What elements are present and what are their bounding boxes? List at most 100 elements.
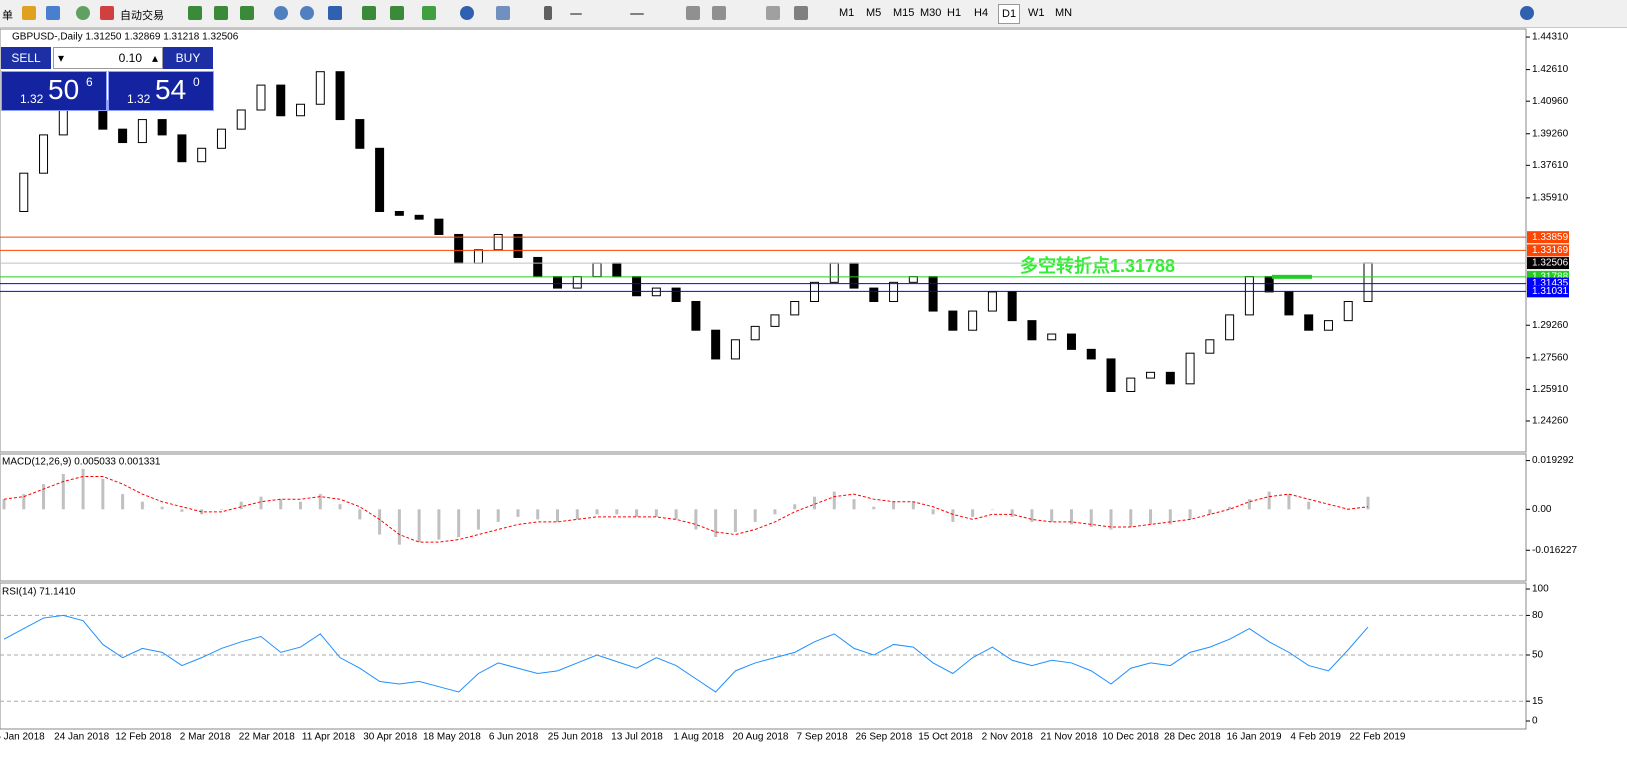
rsi-line — [3, 614, 1369, 693]
macd-bar — [872, 506, 876, 510]
sell-small: 6 — [86, 75, 93, 89]
timeframe[interactable]: M30 — [920, 7, 942, 19]
level-tag — [1527, 257, 1569, 270]
icon[interactable] — [496, 6, 510, 20]
icon[interactable] — [460, 6, 474, 20]
candle — [869, 287, 879, 302]
candle — [513, 233, 523, 258]
candle — [632, 276, 642, 297]
timeframe[interactable]: H4 — [974, 7, 989, 19]
icon[interactable] — [544, 6, 552, 20]
macd-bar — [714, 509, 718, 538]
auto-trade[interactable]: 自动交易 — [120, 10, 164, 22]
macd-bar — [140, 501, 144, 510]
icon[interactable] — [794, 6, 808, 20]
sell-button[interactable]: SELL — [1, 47, 51, 69]
candle — [355, 119, 365, 149]
icon[interactable] — [686, 6, 700, 20]
candle — [612, 262, 622, 278]
icon[interactable] — [422, 6, 436, 20]
macd-bar — [951, 509, 955, 522]
buy-price[interactable]: 1.32 54 0 — [108, 71, 214, 111]
candle — [19, 172, 29, 212]
candle — [1363, 262, 1373, 302]
candle — [1126, 377, 1136, 392]
icon[interactable] — [100, 6, 114, 20]
timeframe[interactable]: H1 — [947, 7, 962, 19]
y-tick-label: 1.25910 — [1532, 384, 1569, 395]
timeframe[interactable]: MN — [1055, 7, 1073, 19]
macd-bar — [832, 491, 836, 510]
icon[interactable] — [328, 6, 342, 20]
symbol-info: GBPUSD-,Daily 1.31250 1.32869 1.31218 1.… — [12, 32, 239, 43]
search-icon[interactable] — [1520, 6, 1534, 20]
candle — [849, 262, 859, 289]
y-tick-label: 1.44310 — [1532, 32, 1569, 43]
candle — [1225, 314, 1235, 341]
date-label: 25 Jun 2018 — [548, 732, 603, 743]
sell-big: 50 — [48, 74, 80, 105]
candle — [908, 276, 918, 283]
sell-price[interactable]: 1.32 50 6 — [1, 71, 107, 111]
candle — [177, 134, 187, 163]
macd-bar — [121, 494, 125, 510]
icon[interactable] — [274, 6, 288, 20]
rsi-frame — [0, 582, 1527, 730]
macd-bar — [931, 509, 935, 515]
y-tick-label: 1.40960 — [1532, 96, 1569, 107]
icon[interactable] — [390, 6, 404, 20]
icon[interactable] — [630, 13, 644, 15]
candle — [691, 300, 701, 331]
level-label: 1.33169 — [1532, 245, 1569, 256]
candle — [1343, 300, 1353, 322]
macd-bar — [1307, 501, 1311, 510]
macd-bar — [971, 509, 975, 517]
y-tick-label: 1.24260 — [1532, 416, 1569, 427]
date-label: 26 Sep 2018 — [855, 732, 912, 743]
icon[interactable] — [214, 6, 228, 20]
icon[interactable] — [570, 13, 582, 15]
macd-signal — [3, 475, 1369, 543]
macd-bar — [812, 496, 816, 510]
macd-bar — [1208, 509, 1212, 515]
macd-bar — [635, 509, 639, 517]
icon[interactable] — [22, 6, 36, 20]
candle — [1146, 371, 1156, 379]
menu-label[interactable]: 单 — [2, 10, 13, 22]
level-label: 1.32506 — [1532, 258, 1569, 269]
icon[interactable] — [76, 6, 90, 20]
level-label: 1.31788 — [1532, 271, 1569, 282]
timeframe[interactable]: W1 — [1028, 7, 1045, 19]
candle — [730, 339, 740, 360]
icon[interactable] — [240, 6, 254, 20]
icon[interactable] — [712, 6, 726, 20]
icon[interactable] — [46, 6, 60, 20]
candle — [1284, 291, 1294, 316]
icon[interactable] — [362, 6, 376, 20]
macd-bar — [1267, 491, 1271, 510]
candle — [394, 210, 404, 216]
macd-bar — [556, 509, 560, 522]
macd-bar — [378, 509, 382, 535]
candle — [1244, 276, 1254, 316]
date-label: 24 Jan 2018 — [54, 732, 109, 743]
macd-bar — [61, 473, 65, 510]
timeframe[interactable]: M5 — [866, 7, 882, 19]
candle — [1027, 320, 1037, 341]
macd-bar — [160, 506, 164, 510]
icon[interactable] — [766, 6, 780, 20]
lot-input[interactable]: ▾ 0.10 ▴ — [53, 47, 163, 69]
macd-bar — [81, 468, 85, 510]
icon[interactable] — [300, 6, 314, 20]
timeframe[interactable]: M15 — [893, 7, 915, 19]
date-label: 12 Feb 2018 — [115, 732, 172, 743]
buy-button[interactable]: BUY — [163, 47, 213, 69]
timeframe[interactable]: D1 — [998, 4, 1021, 24]
y-tick-label: 15 — [1532, 696, 1544, 707]
candle — [770, 314, 780, 327]
icon[interactable] — [188, 6, 202, 20]
candle — [928, 276, 938, 312]
timeframe[interactable]: M1 — [839, 7, 855, 19]
macd-bar — [674, 509, 678, 520]
candle — [118, 128, 128, 144]
